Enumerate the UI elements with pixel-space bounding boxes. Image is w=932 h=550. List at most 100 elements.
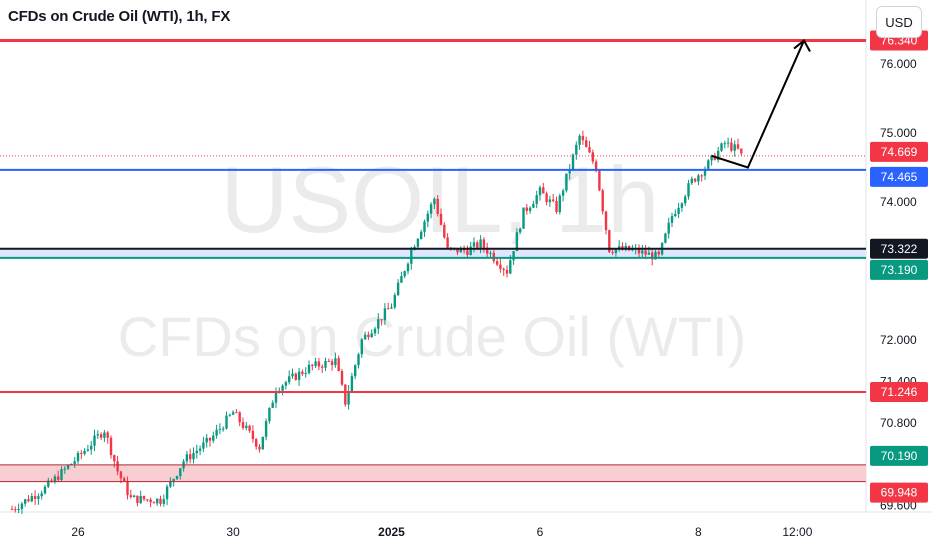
candle-body — [251, 430, 255, 440]
candle-body — [717, 150, 720, 160]
candle-body — [558, 195, 561, 213]
candle-body — [604, 211, 608, 231]
x-tick-label: 30 — [226, 525, 240, 539]
candle-body — [334, 358, 337, 366]
arrow-head — [793, 39, 811, 53]
candle-body — [307, 364, 311, 373]
candle-body — [733, 144, 736, 151]
price-tag-support-green — [870, 259, 928, 280]
candle-body — [393, 295, 396, 308]
candle-body — [57, 476, 60, 480]
candle-body — [198, 448, 202, 451]
candle-body — [317, 361, 321, 367]
candle-body — [255, 439, 258, 447]
y-tick-label: 74.000 — [880, 195, 917, 209]
candle-body — [459, 248, 462, 253]
candle-body — [83, 450, 86, 454]
candle-body — [103, 432, 106, 438]
chart-title: CFDs on Crude Oil (WTI), 1h, FX — [8, 8, 231, 25]
candle-body — [43, 486, 47, 494]
candle-body — [76, 452, 80, 462]
candle-body — [47, 480, 50, 487]
candle-body — [106, 432, 109, 438]
candle-body — [703, 168, 707, 176]
candle-body — [274, 391, 278, 403]
candle-body — [370, 333, 373, 338]
candle-body — [288, 376, 291, 383]
candle-body — [476, 242, 479, 248]
candle-body — [380, 319, 383, 321]
candle-body — [400, 276, 403, 283]
candle-body — [690, 178, 693, 184]
price-tag-level-black — [870, 238, 928, 259]
price-tag-label-level-red-mid: 71.246 — [881, 385, 918, 399]
candle-body — [27, 499, 30, 502]
candle-body — [360, 339, 363, 355]
candle-body — [172, 478, 175, 482]
candle-body — [337, 358, 340, 371]
price-tag-zone-bottom — [870, 482, 928, 503]
candle-body — [241, 422, 245, 428]
candle-body — [571, 154, 575, 170]
price-tag-support-blue — [870, 166, 928, 187]
candle-body — [515, 232, 519, 252]
candle-body — [73, 461, 76, 464]
candle-body — [456, 247, 459, 253]
x-tick-label: 2025 — [378, 525, 405, 539]
candle-body — [443, 224, 446, 238]
candle-body — [212, 435, 215, 441]
y-tick-label: 76.000 — [880, 57, 917, 71]
candle-body — [588, 147, 591, 153]
candle-body — [720, 143, 723, 151]
candle-body — [585, 140, 588, 148]
candle-body — [687, 183, 690, 197]
candle-body — [142, 495, 146, 500]
candle-body — [608, 230, 611, 253]
price-tag-label-current-price: 74.669 — [881, 145, 918, 159]
candle-body — [340, 370, 344, 385]
x-tick-label: 8 — [695, 525, 702, 539]
candle-body — [86, 449, 90, 451]
candle-body — [189, 454, 192, 460]
price-tag-zone-top — [870, 445, 928, 466]
candle-body — [225, 415, 228, 429]
support-band — [0, 248, 866, 258]
candle-body — [231, 412, 235, 415]
candle-body — [123, 478, 126, 482]
candle-body — [373, 328, 377, 334]
x-tick-label: 26 — [71, 525, 85, 539]
candle-body — [136, 495, 139, 504]
candle-body — [423, 221, 426, 232]
candle-body — [215, 429, 218, 436]
price-tag-label-zone-bottom: 69.948 — [881, 486, 918, 500]
watermark-symbol: USOIL, 1h — [221, 147, 660, 252]
candle-body — [436, 198, 439, 214]
candle-body — [377, 319, 380, 329]
candle-body — [697, 175, 700, 182]
candle-body — [228, 414, 231, 416]
candle-body — [159, 498, 162, 504]
candle-body — [93, 435, 96, 446]
price-tag-label-support-green: 73.190 — [881, 263, 918, 277]
candle-body — [479, 239, 482, 248]
candle-body — [545, 193, 548, 203]
currency-button[interactable]: USD — [876, 6, 922, 38]
candle-body — [522, 207, 525, 229]
candle-body — [723, 143, 726, 145]
candle-body — [321, 366, 324, 368]
candle-body — [53, 476, 57, 482]
candle-body — [96, 434, 99, 436]
candle-body — [710, 155, 713, 161]
candle-body — [347, 391, 350, 405]
candle-body — [37, 496, 40, 499]
candle-body — [618, 246, 621, 250]
candle-body — [330, 361, 334, 366]
candle-body — [651, 252, 654, 260]
candle-body — [578, 135, 581, 145]
candle-body — [726, 142, 730, 144]
candle-body — [667, 222, 670, 234]
candle-body — [291, 373, 294, 377]
candle-body — [327, 360, 330, 362]
